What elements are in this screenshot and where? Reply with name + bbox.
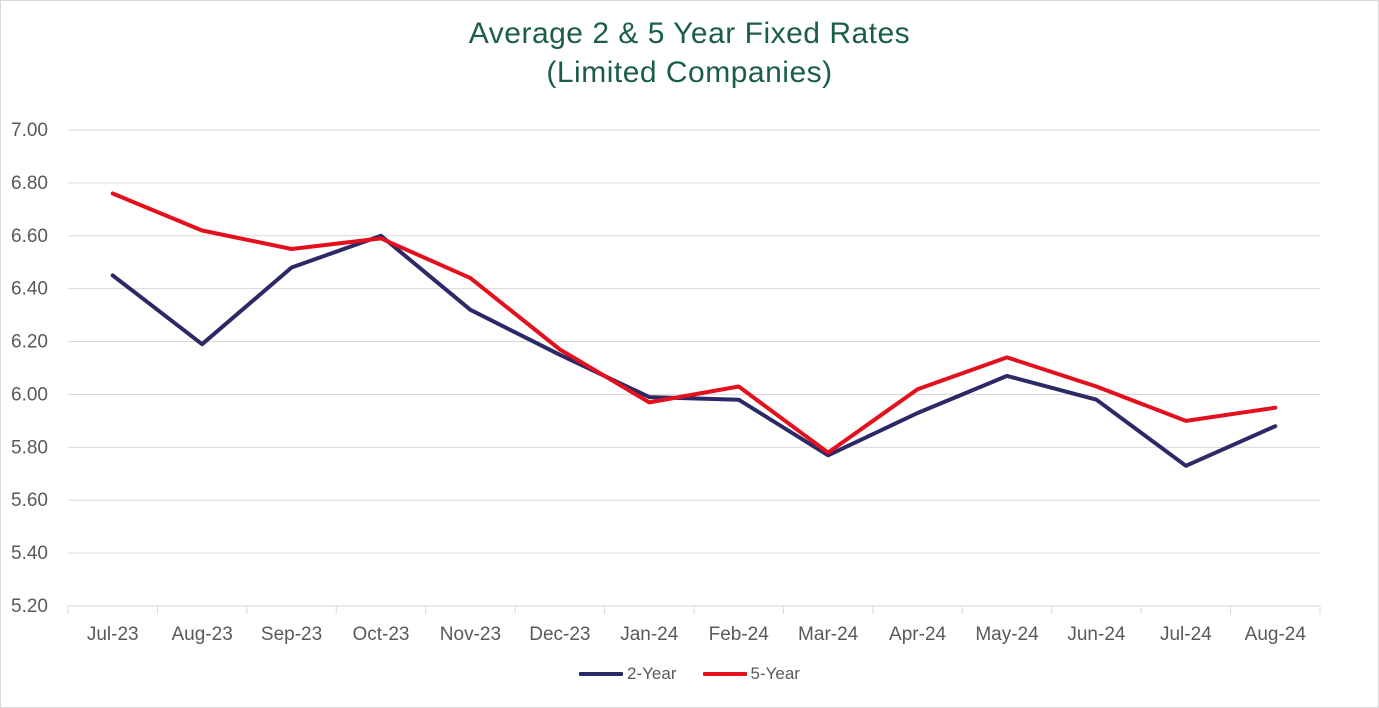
legend: 2-Year 5-Year [0, 664, 1379, 684]
x-tick-label: Nov-23 [440, 624, 501, 645]
chart-title: Average 2 & 5 Year Fixed Rates (Limited … [0, 14, 1379, 92]
series-lines [110, 191, 1278, 468]
x-tick-label: Sep-23 [261, 624, 322, 645]
x-tick-label: Apr-24 [889, 624, 946, 645]
x-tick-label: Oct-23 [352, 624, 409, 645]
legend-swatch-2-year [579, 672, 624, 676]
legend-item-2-year: 2-Year [579, 664, 677, 684]
y-tick-label: 6.00 [11, 384, 48, 405]
y-tick-label: 6.40 [11, 279, 48, 300]
y-tick-label: 7.00 [11, 120, 48, 141]
chart-title-line-1: Average 2 & 5 Year Fixed Rates [468, 17, 911, 50]
x-tick-label: Jan-24 [620, 624, 679, 645]
series-line-5-year [110, 191, 1278, 455]
x-tick-label: Aug-24 [1245, 624, 1307, 645]
y-tick-label: 6.20 [11, 332, 48, 353]
legend-label-5-year: 5-Year [750, 664, 800, 683]
series-line-2-year [110, 233, 1278, 468]
x-tick-label: May-24 [975, 624, 1039, 645]
legend-label-2-year: 2-Year [627, 664, 677, 683]
y-tick-label: 6.80 [11, 173, 48, 194]
x-tick-label: Dec-23 [529, 624, 590, 645]
x-tick-label: Aug-23 [172, 624, 233, 645]
gridlines [67, 129, 1321, 614]
y-axis-ticks: 5.20 5.40 5.60 5.80 6.00 6.20 6.40 6.60 6.80 7.00 [11, 120, 48, 617]
y-tick-label: 5.60 [11, 490, 48, 511]
x-tick-label: Jun-24 [1067, 624, 1126, 645]
y-tick-label: 5.80 [11, 437, 48, 458]
legend-item-5-year: 5-Year [702, 664, 800, 684]
legend-swatch-5-year [702, 672, 747, 676]
x-tick-label: Mar-24 [798, 624, 859, 645]
y-tick-label: 5.20 [11, 596, 48, 617]
y-tick-label: 5.40 [11, 543, 48, 564]
x-tick-label: Feb-24 [709, 624, 770, 645]
y-tick-label: 6.60 [11, 226, 48, 247]
x-axis-ticks: Jul-23 Aug-23 Sep-23 Oct-23 Nov-23 Dec-23 Jan-… [87, 624, 1307, 645]
chart-title-line-2: (Limited Companies) [546, 56, 833, 89]
x-tick-label: Jul-23 [87, 624, 139, 645]
x-tick-label: Jul-24 [1160, 624, 1212, 645]
